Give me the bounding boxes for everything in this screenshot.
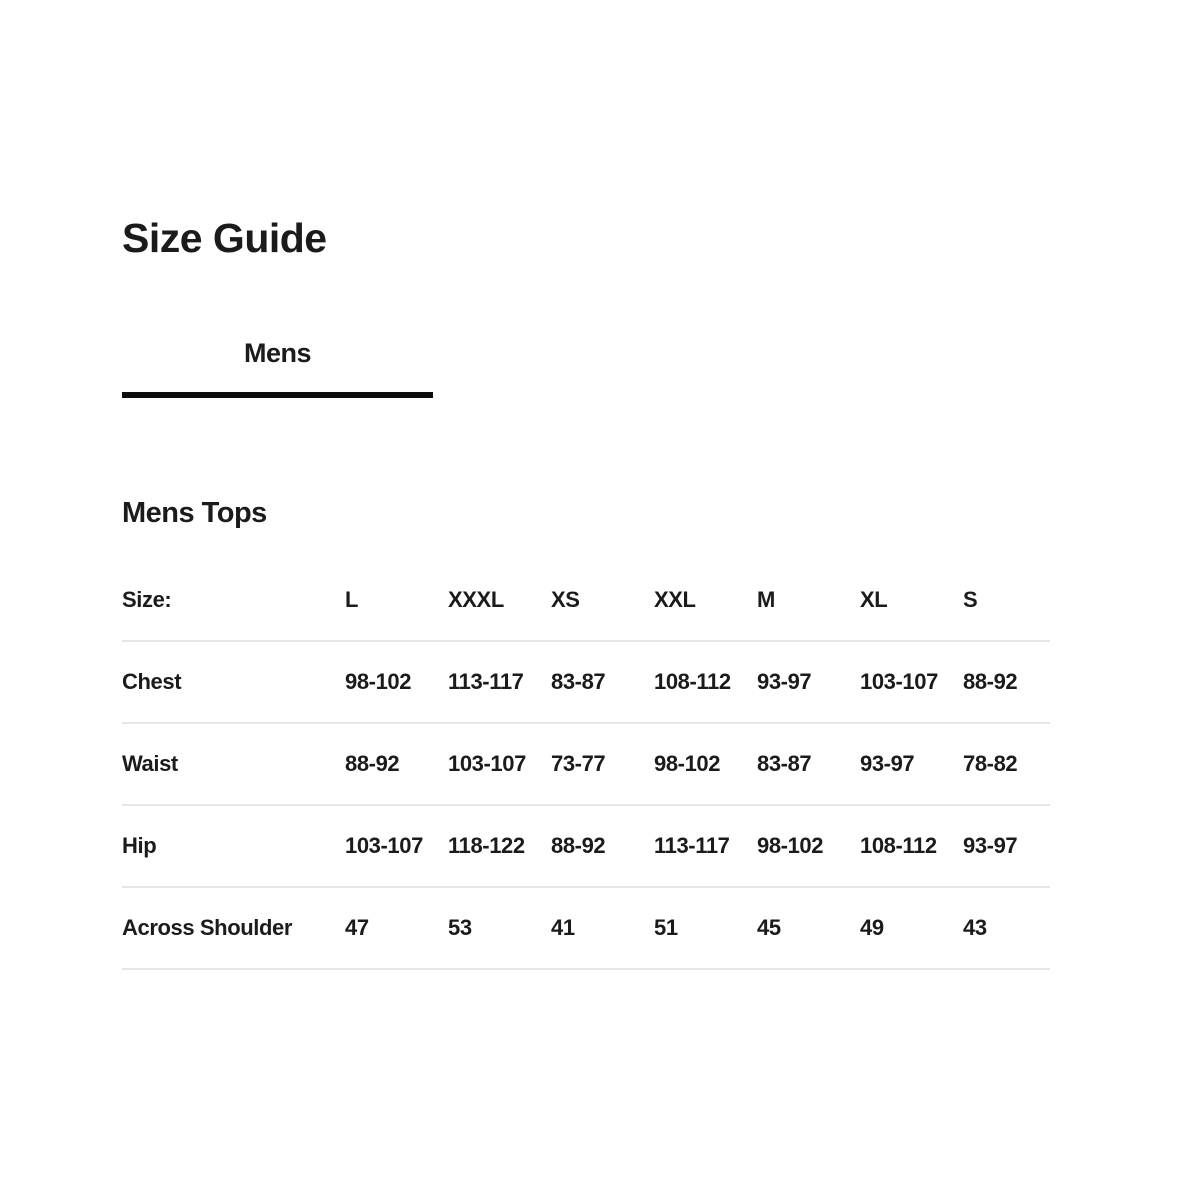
- cell-value: 98-102: [345, 641, 448, 724]
- cell-value: 108-112: [654, 641, 757, 724]
- row-label: Hip: [122, 805, 345, 888]
- table-row-chest: Chest 98-102 113-117 83-87 108-112 93-97…: [122, 641, 1050, 724]
- cell-value: 88-92: [345, 723, 448, 806]
- cell-value: 118-122: [448, 805, 551, 888]
- tab-bar: Mens: [122, 340, 1050, 398]
- table-row-across-shoulder: Across Shoulder 47 53 41 51 45 49 43: [122, 887, 1050, 970]
- table-row-hip: Hip 103-107 118-122 88-92 113-117 98-102…: [122, 805, 1050, 888]
- size-header-label: Size:: [122, 560, 345, 642]
- cell-value: 53: [448, 887, 551, 970]
- column-header-s: S: [963, 560, 1050, 642]
- cell-value: 88-92: [551, 805, 654, 888]
- cell-value: 98-102: [757, 805, 860, 888]
- cell-value: 93-97: [860, 723, 963, 806]
- cell-value: 98-102: [654, 723, 757, 806]
- cell-value: 43: [963, 887, 1050, 970]
- size-table: Size: L XXXL XS XXL M XL S Chest 98-102 …: [122, 560, 1050, 970]
- cell-value: 103-107: [448, 723, 551, 806]
- column-header-xxxl: XXXL: [448, 560, 551, 642]
- column-header-xxl: XXL: [654, 560, 757, 642]
- cell-value: 108-112: [860, 805, 963, 888]
- cell-value: 49: [860, 887, 963, 970]
- row-label: Waist: [122, 723, 345, 806]
- cell-value: 51: [654, 887, 757, 970]
- cell-value: 113-117: [654, 805, 757, 888]
- column-header-xl: XL: [860, 560, 963, 642]
- cell-value: 113-117: [448, 641, 551, 724]
- cell-value: 47: [345, 887, 448, 970]
- row-label: Across Shoulder: [122, 887, 345, 970]
- cell-value: 93-97: [963, 805, 1050, 888]
- cell-value: 88-92: [963, 641, 1050, 724]
- column-header-xs: XS: [551, 560, 654, 642]
- size-guide-page: Size Guide Mens Mens Tops Size: L XXXL X…: [122, 0, 1050, 970]
- cell-value: 83-87: [551, 641, 654, 724]
- cell-value: 41: [551, 887, 654, 970]
- column-header-m: M: [757, 560, 860, 642]
- cell-value: 83-87: [757, 723, 860, 806]
- column-header-l: L: [345, 560, 448, 642]
- cell-value: 93-97: [757, 641, 860, 724]
- page-title: Size Guide: [122, 215, 327, 261]
- size-table-header-row: Size: L XXXL XS XXL M XL S: [122, 560, 1050, 642]
- table-row-waist: Waist 88-92 103-107 73-77 98-102 83-87 9…: [122, 723, 1050, 806]
- section-heading: Mens Tops: [122, 497, 267, 529]
- tab-mens[interactable]: Mens: [122, 340, 433, 398]
- cell-value: 103-107: [860, 641, 963, 724]
- cell-value: 45: [757, 887, 860, 970]
- cell-value: 73-77: [551, 723, 654, 806]
- row-label: Chest: [122, 641, 345, 724]
- cell-value: 78-82: [963, 723, 1050, 806]
- cell-value: 103-107: [345, 805, 448, 888]
